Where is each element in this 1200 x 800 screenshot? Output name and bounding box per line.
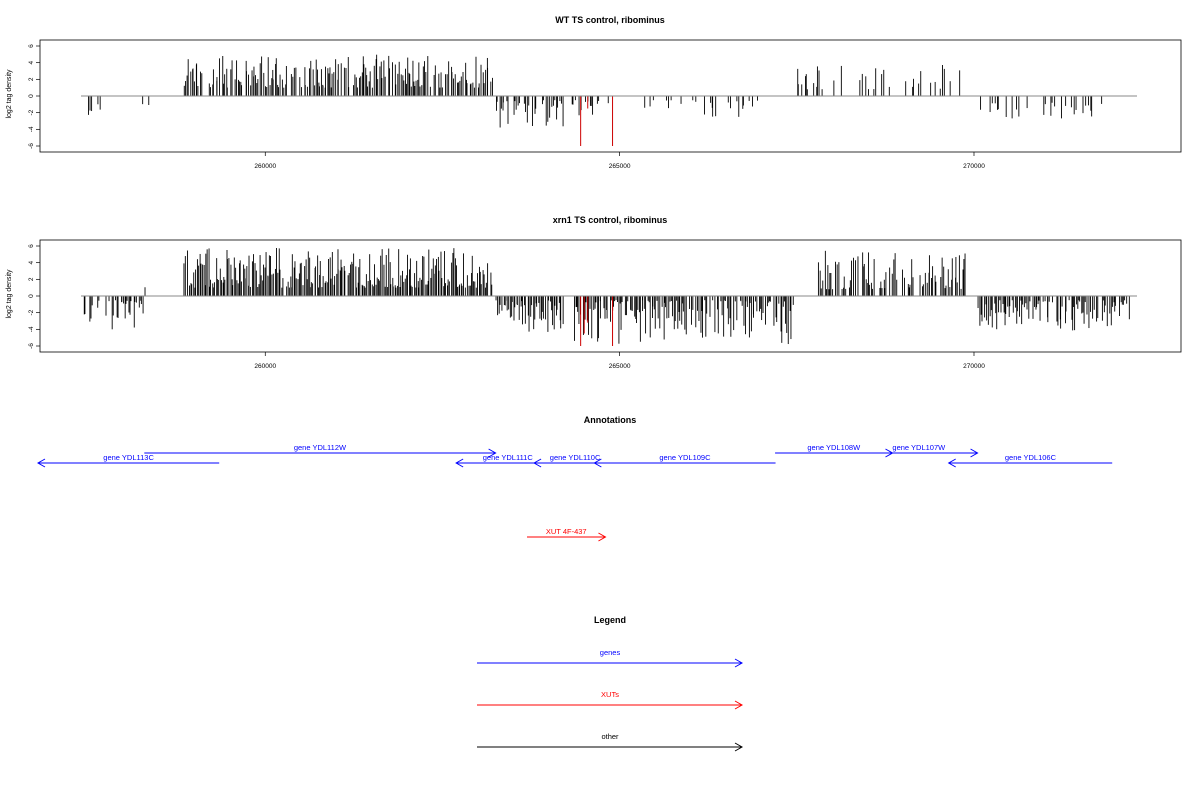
y-tick-label: -6 <box>28 343 35 349</box>
y-tick-label: 4 <box>28 60 35 64</box>
y-tick-label: 4 <box>28 260 35 264</box>
x-tick-label: 265000 <box>609 163 631 170</box>
legend-item-label: other <box>601 732 619 741</box>
wt-y-ticks: 6 4 2 0 -2 -4 -6 <box>28 44 40 149</box>
x-tick-label: 270000 <box>963 163 985 170</box>
xut-arrow-label: XUT 4F-437 <box>546 527 587 536</box>
legend-arrowhead <box>734 658 744 668</box>
gene-annotations: gene YDL113C gene YDL112W gene YDL111C gene… <box>36 443 1113 468</box>
gene-arrow-label: gene YDL109C <box>659 453 711 462</box>
xrn1-x-ticks: 260000 265000 270000 <box>254 352 985 370</box>
xrn1-density-panel: xrn1 TS control, ribominus log2 tag dens… <box>6 215 1182 370</box>
gene-arrow-arrowhead <box>947 458 956 468</box>
gene-arrow-arrowhead <box>593 458 602 468</box>
y-tick-label: 6 <box>28 244 35 248</box>
y-tick-label: -2 <box>28 309 35 315</box>
y-tick-label: -4 <box>28 126 35 132</box>
legend-items: genes XUTs other <box>477 648 744 752</box>
y-tick-label: -2 <box>28 109 35 115</box>
gene-arrow-label: gene YDL106C <box>1005 453 1057 462</box>
x-tick-label: 265000 <box>609 363 631 370</box>
y-tick-label: 0 <box>28 94 35 98</box>
legend-arrowhead <box>734 742 744 752</box>
gene-arrow-arrowhead <box>36 458 46 468</box>
x-tick-label: 260000 <box>254 363 276 370</box>
gene-arrow-label: gene YDL110C <box>550 453 601 462</box>
legend-title: Legend <box>594 615 626 625</box>
xrn1-panel-title: xrn1 TS control, ribominus <box>553 215 668 225</box>
gene-arrow-label: gene YDL108W <box>807 443 861 452</box>
gene-arrow-arrowhead <box>533 458 542 468</box>
gene-arrow-arrowhead <box>970 448 979 458</box>
xut-arrow-arrowhead <box>598 532 607 542</box>
y-tick-label: -6 <box>28 143 35 149</box>
wt-density-bars <box>88 54 1103 146</box>
xrn1-density-bars <box>83 247 1130 346</box>
wt-panel-title: WT TS control, ribominus <box>555 15 665 25</box>
wt-density-panel: WT TS control, ribominus log2 tag densit… <box>6 15 1182 170</box>
x-tick-label: 270000 <box>963 363 985 370</box>
gene-arrow-label: gene YDL111C <box>483 453 534 462</box>
gene-arrow-label: gene YDL107W <box>892 443 946 452</box>
wt-y-axis-label: log2 tag density <box>6 69 13 119</box>
y-tick-label: -4 <box>28 326 35 332</box>
y-tick-label: 2 <box>28 77 35 81</box>
x-tick-label: 260000 <box>254 163 276 170</box>
y-tick-label: 2 <box>28 277 35 281</box>
gene-arrow-arrowhead <box>455 458 464 468</box>
y-tick-label: 6 <box>28 44 35 48</box>
xrn1-y-axis-label: log2 tag density <box>6 269 13 319</box>
annotations-title: Annotations <box>584 415 637 425</box>
legend-item-label: genes <box>600 648 621 657</box>
gene-arrow-label: gene YDL113C <box>103 453 154 462</box>
gene-arrow-arrowhead <box>488 448 497 458</box>
xrn1-y-ticks: 6 4 2 0 -2 -4 -6 <box>28 244 40 349</box>
legend-item-label: XUTs <box>601 690 619 699</box>
y-tick-label: 0 <box>28 294 35 298</box>
legend: Legend genes XUTs other <box>477 615 744 752</box>
legend-arrowhead <box>734 700 744 710</box>
wt-x-ticks: 260000 265000 270000 <box>254 152 985 170</box>
gene-arrow-label: gene YDL112W <box>294 443 347 452</box>
xut-annotations: XUT 4F-437 <box>527 527 607 542</box>
